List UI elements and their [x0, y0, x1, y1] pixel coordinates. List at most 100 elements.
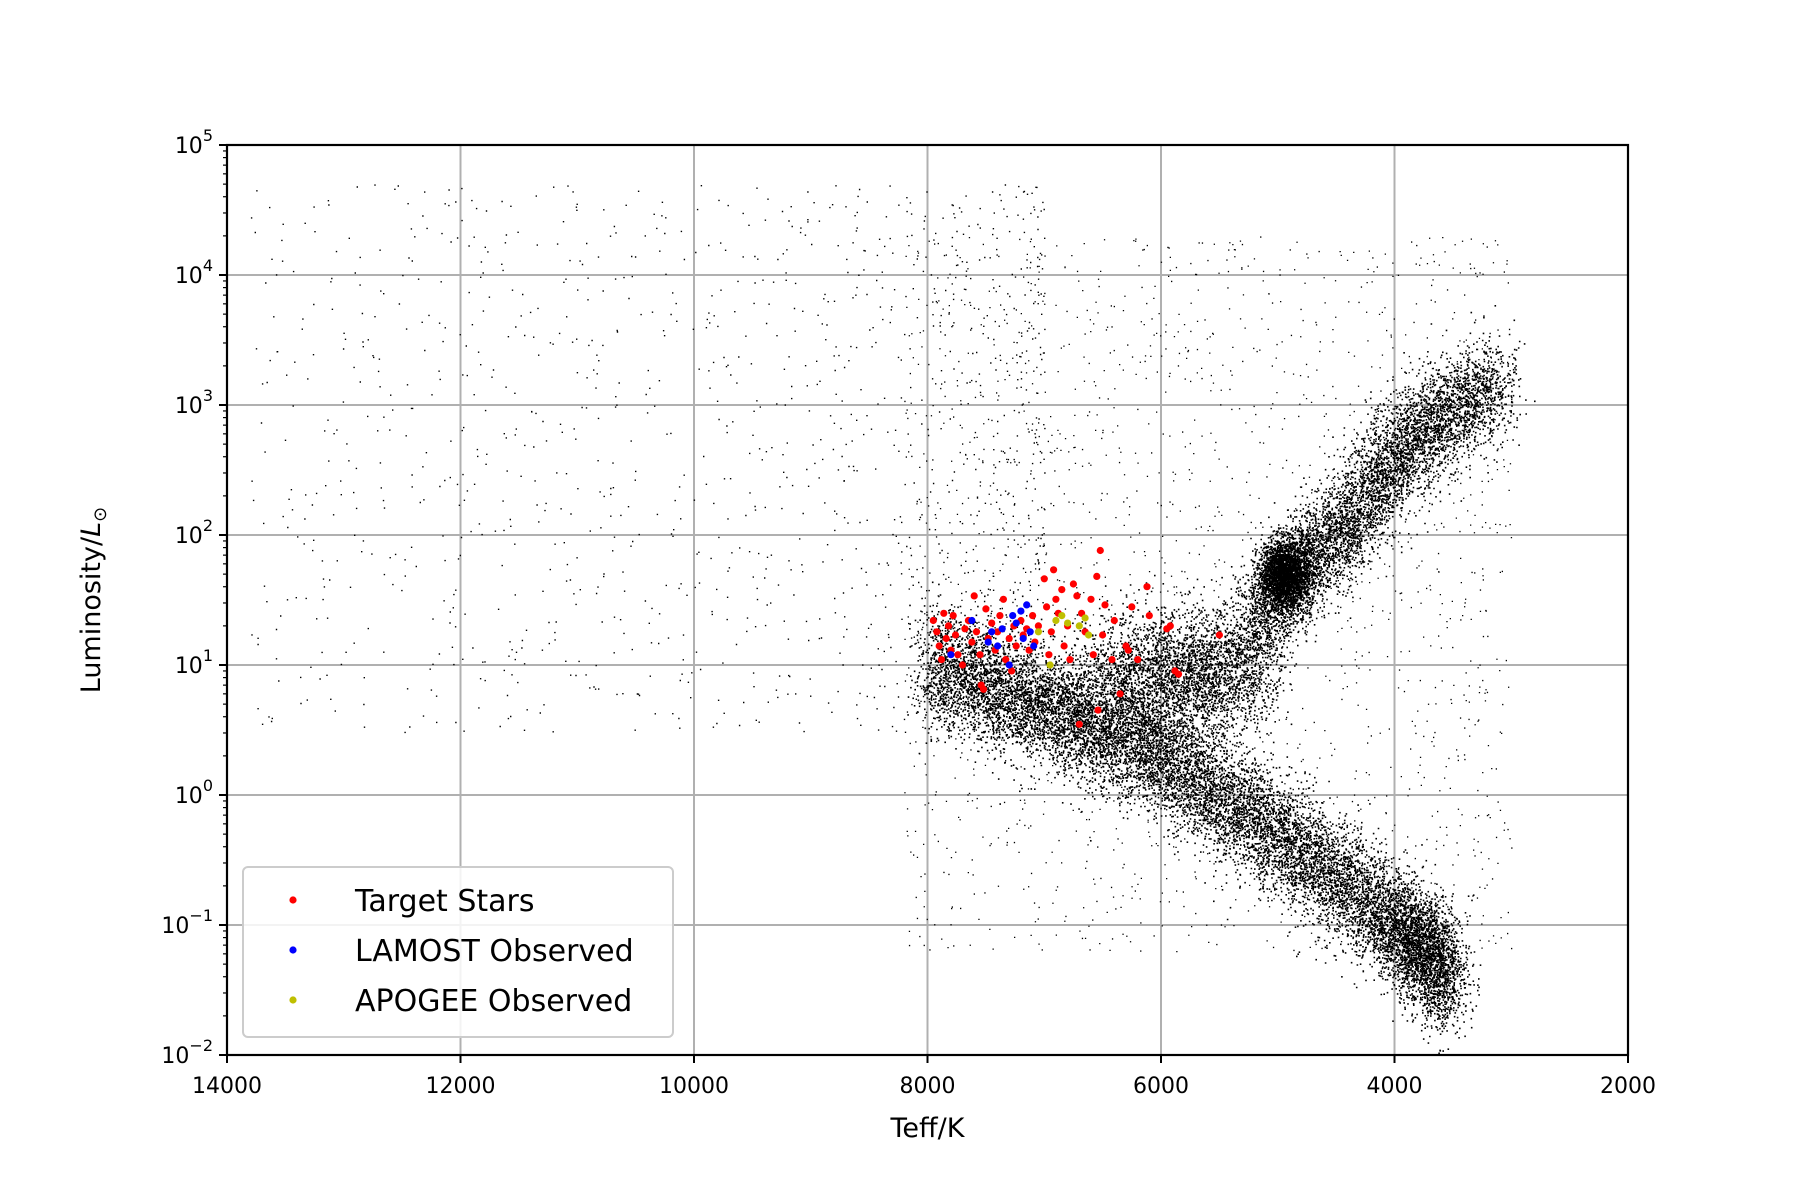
x-tick-label: 2000 — [1600, 1074, 1656, 1099]
y-axis-label-text: Luminosity/ — [76, 536, 107, 693]
data-point — [1101, 601, 1109, 609]
data-point — [994, 642, 1002, 650]
y-tick-base: 10 — [175, 784, 203, 809]
data-point — [979, 685, 988, 693]
y-tick-exponent: 1 — [203, 646, 213, 665]
data-point — [935, 642, 943, 650]
data-point — [988, 619, 996, 627]
legend-marker — [289, 996, 297, 1004]
y-tick-label: 104 — [175, 256, 213, 289]
data-point — [961, 625, 969, 633]
x-tick-label: 12000 — [426, 1074, 496, 1099]
x-tick-label: 6000 — [1133, 1074, 1189, 1099]
data-point — [1052, 616, 1060, 625]
y-tick-base: 10 — [161, 1044, 189, 1069]
data-point — [1017, 607, 1025, 615]
data-point — [1094, 706, 1102, 714]
data-point — [1019, 634, 1027, 643]
data-point — [1089, 651, 1097, 659]
y-tick-base: 10 — [175, 264, 203, 289]
data-point — [999, 595, 1008, 603]
data-point — [1075, 622, 1083, 630]
data-point — [1215, 631, 1223, 639]
y-axis-label-symbol: L — [76, 522, 107, 537]
data-point — [968, 638, 976, 646]
series-lamost-observed — [947, 601, 1038, 669]
y-tick-exponent: 4 — [203, 256, 213, 275]
data-point — [972, 628, 981, 636]
data-point — [940, 609, 948, 617]
data-point — [988, 628, 996, 636]
y-tick-base: 10 — [175, 134, 203, 159]
data-point — [1087, 595, 1095, 603]
y-tick-base: 10 — [175, 524, 203, 549]
data-point — [1124, 646, 1132, 654]
data-point — [1093, 572, 1101, 581]
data-point — [1108, 656, 1116, 664]
series-layer — [929, 546, 1223, 728]
y-tick-label: 102 — [175, 516, 213, 549]
data-point — [1047, 628, 1055, 636]
data-point — [1050, 566, 1058, 574]
data-point — [1134, 656, 1142, 664]
data-point — [947, 651, 955, 659]
data-point — [1128, 603, 1136, 611]
data-point — [1110, 616, 1118, 625]
data-point — [1099, 631, 1107, 639]
data-point — [949, 612, 957, 620]
data-point — [1073, 592, 1081, 600]
data-point — [1096, 546, 1104, 555]
data-point — [970, 592, 978, 600]
data-point — [968, 616, 976, 625]
legend-marker — [289, 896, 297, 904]
y-tick-exponent: −2 — [189, 1036, 213, 1055]
data-point — [951, 631, 960, 639]
data-point — [933, 628, 941, 636]
y-tick-base: 10 — [175, 654, 203, 679]
data-point — [1052, 595, 1060, 603]
legend-marker — [289, 946, 297, 954]
data-point — [1009, 612, 1017, 620]
legend: Target Stars LAMOST Observed APOGEE Observ… — [242, 866, 674, 1038]
y-tick-label: 10−2 — [161, 1036, 213, 1069]
data-point — [1116, 690, 1124, 698]
data-point — [1046, 661, 1054, 669]
data-point — [976, 651, 984, 659]
data-point — [1029, 612, 1037, 620]
data-point — [1002, 656, 1010, 664]
data-point — [1005, 634, 1013, 643]
y-tick-base: 10 — [161, 914, 189, 939]
data-point — [1145, 612, 1153, 620]
data-point — [958, 661, 967, 669]
data-point — [1085, 631, 1093, 639]
data-point — [1143, 583, 1151, 591]
y-tick-label: 101 — [175, 646, 213, 679]
y-tick-exponent: 0 — [203, 776, 213, 795]
data-point — [1034, 628, 1042, 636]
data-point — [1075, 720, 1083, 728]
data-point — [996, 612, 1004, 620]
x-axis-ticks: 14000 12000 10000 8000 6000 4000 2000 — [192, 1055, 1656, 1099]
y-axis-label: Luminosity/L⊙ — [76, 507, 111, 694]
data-point — [937, 656, 946, 664]
legend-label: APOGEE Observed — [355, 984, 632, 1019]
data-point — [1008, 667, 1016, 675]
y-tick-label: 105 — [175, 126, 213, 159]
legend-label: Target Stars — [354, 884, 535, 919]
data-point — [1058, 586, 1066, 594]
data-point — [1030, 642, 1038, 650]
data-point — [1025, 646, 1033, 654]
data-point — [1026, 628, 1034, 636]
data-point — [1012, 619, 1020, 627]
data-point — [1174, 670, 1183, 678]
x-axis-label: Teff/K — [890, 1113, 966, 1144]
y-tick-exponent: 2 — [203, 516, 213, 535]
data-point — [1023, 601, 1031, 609]
data-point — [1043, 603, 1051, 611]
data-point — [1166, 622, 1174, 630]
data-point — [954, 651, 962, 659]
data-point — [1060, 642, 1068, 650]
data-point — [1058, 612, 1066, 620]
